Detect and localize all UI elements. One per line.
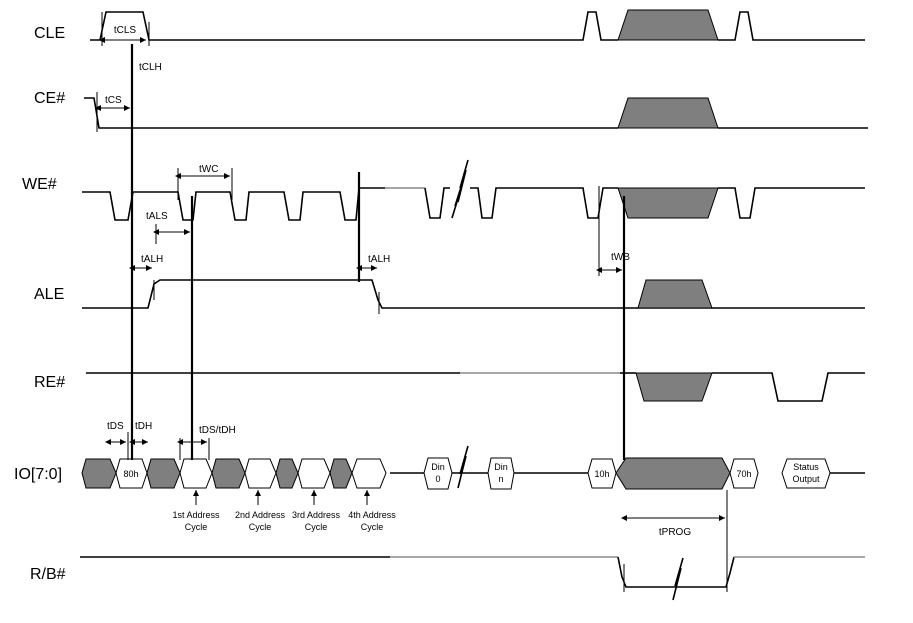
timing-label-talh2: tALH — [368, 254, 390, 265]
timing-arrows — [95, 37, 725, 521]
signal-label-we: WE# — [22, 176, 57, 193]
timing-label-twb: tWB — [611, 252, 630, 263]
we-waveform — [82, 159, 865, 221]
signal-label-re: RE# — [34, 374, 65, 391]
bus-segment-dontcare — [275, 458, 299, 489]
bus-label-status-a: Status — [793, 462, 819, 472]
bus-segment-dontcare — [146, 458, 181, 489]
caption-addr1-line1: 1st Address — [172, 510, 220, 520]
caption-addr2-line1: 2nd Address — [235, 510, 286, 520]
bus-segment-addr4 — [351, 458, 387, 489]
timing-label-tals: tALS — [146, 211, 168, 222]
bus-segment-dontcare — [329, 458, 353, 489]
signal-label-rb: R/B# — [30, 566, 66, 583]
caption-addr2-line2: Cycle — [249, 522, 272, 532]
reference-lines — [130, 44, 626, 460]
bus-segment-dontcare — [615, 457, 731, 490]
signal-label-cle: CLE — [34, 25, 65, 42]
bus-segment-cmd3 — [729, 458, 759, 489]
bus-segment-dinn — [487, 457, 515, 490]
bus-label-din0-a: Din — [431, 462, 445, 472]
caption-addr4-line1: 4th Address — [348, 510, 396, 520]
signal-label-io: IO[7:0] — [14, 466, 62, 483]
timing-label-tds: tDS — [107, 421, 124, 432]
cycle-captions: 1st Address Cycle 2nd Address Cycle 3rd … — [172, 510, 396, 532]
bus-segment-addr1 — [179, 458, 213, 489]
timing-labels: tCLS tCLH tCS tWC tALS tALH tALH tWB tDS… — [105, 25, 691, 538]
cle-waveform — [90, 9, 865, 41]
bus-label-cmd2: 10h — [594, 469, 609, 479]
timing-label-talh1: tALH — [141, 254, 163, 265]
caption-addr3-line1: 3rd Address — [292, 510, 341, 520]
bus-label-dinn-a: Din — [494, 462, 508, 472]
bus-label-cmd1: 80h — [123, 469, 138, 479]
bus-segment-status — [781, 458, 831, 489]
ce-waveform — [84, 97, 868, 129]
io-bus: 80h Din 0 Din n 10h 70h Status Output — [81, 445, 865, 490]
ale-waveform — [82, 279, 865, 309]
timing-label-tdh: tDH — [135, 421, 152, 432]
caption-addr1-line2: Cycle — [185, 522, 208, 532]
bus-label-dinn-b: n — [498, 474, 503, 484]
timing-label-tdstdh: tDS/tDH — [199, 425, 236, 436]
bus-label-cmd3: 70h — [736, 469, 751, 479]
timing-label-twc: tWC — [199, 164, 218, 175]
timing-label-tcs: tCS — [105, 95, 122, 106]
bus-segment-din0 — [423, 457, 453, 490]
signal-label-ce: CE# — [34, 90, 65, 107]
bus-segment-addr2 — [244, 458, 277, 489]
bus-segment-dontcare — [211, 458, 246, 489]
caption-addr3-line2: Cycle — [305, 522, 328, 532]
signal-label-ale: ALE — [34, 286, 64, 303]
bus-segment-addr3 — [297, 458, 331, 489]
bus-label-din0-b: 0 — [435, 474, 440, 484]
bus-label-status-b: Output — [792, 474, 820, 484]
bus-segment-dontcare — [81, 458, 117, 489]
caption-addr4-line2: Cycle — [361, 522, 384, 532]
timing-label-tclh: tCLH — [139, 62, 162, 73]
re-waveform — [86, 372, 865, 402]
timing-label-tcls: tCLS — [114, 25, 137, 36]
rb-waveform — [80, 556, 865, 601]
timing-label-tprog: tPROG — [659, 527, 691, 538]
